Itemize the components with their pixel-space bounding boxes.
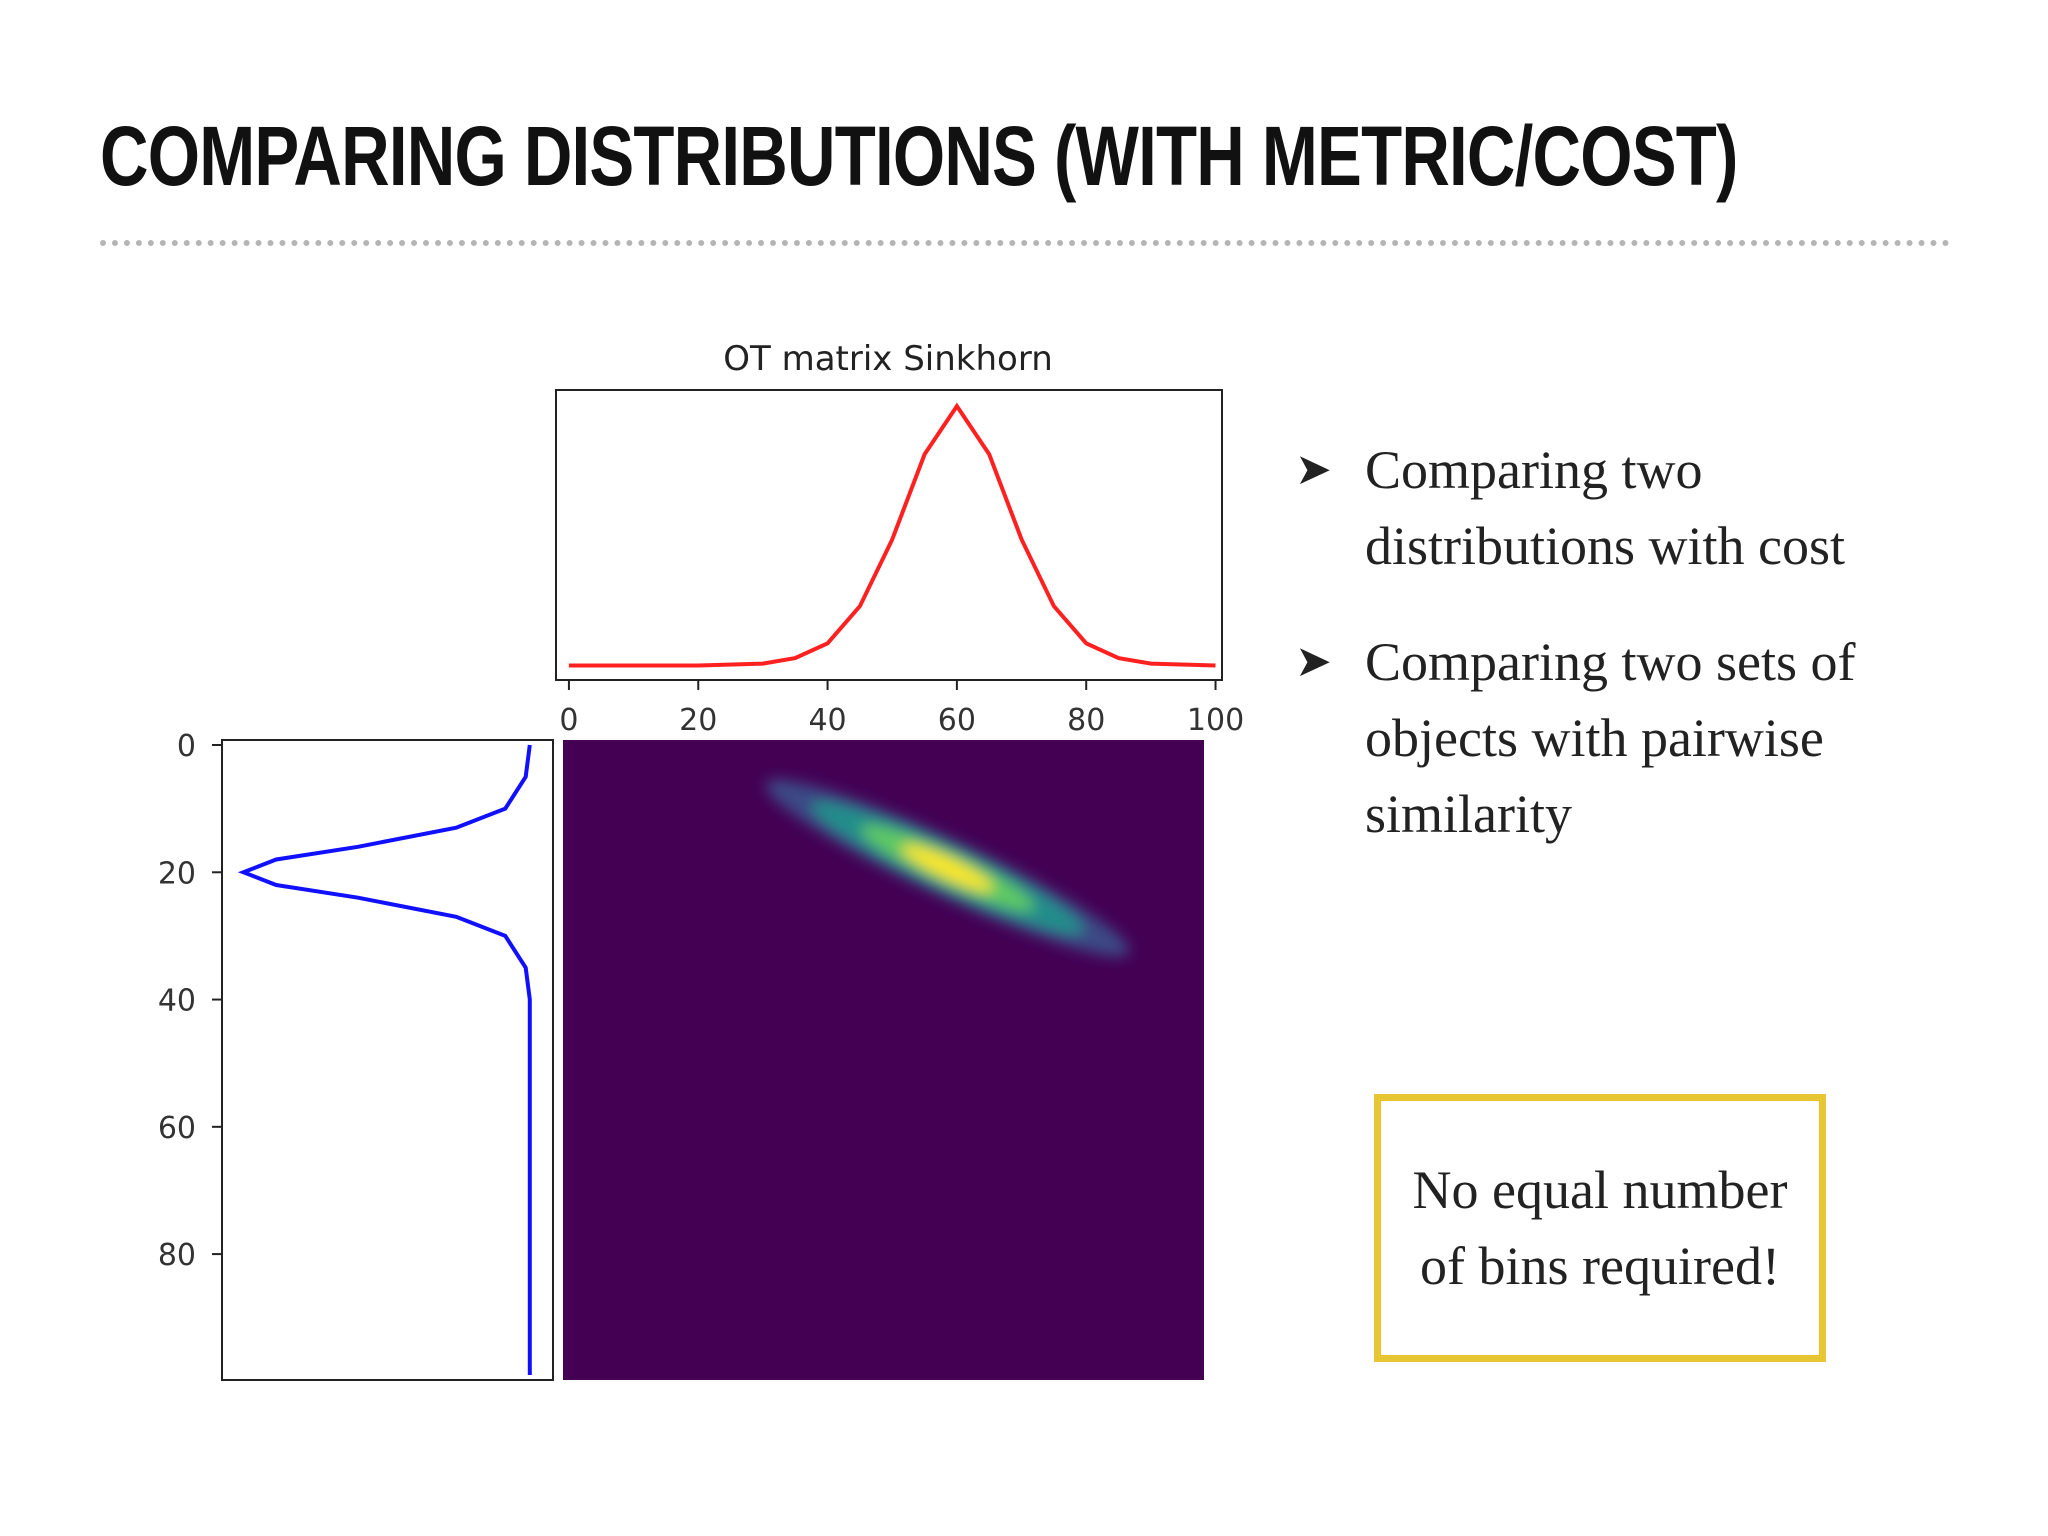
slide-title: COMPARING DISTRIBUTIONS (WITH METRIC/COS… — [100, 109, 1738, 203]
note-box: No equal number of bins required! — [1374, 1094, 1826, 1362]
heatmap-intensity-region — [902, 845, 994, 891]
bullet-item: ➤ Comparing two sets of objects with pai… — [1295, 624, 1935, 852]
y-tick-label: 0 — [177, 729, 196, 764]
x-tick-label: 20 — [679, 703, 717, 738]
y-tick-label: 40 — [158, 984, 196, 1019]
x-tick-label: 0 — [559, 703, 578, 738]
y-tick-label: 20 — [158, 856, 196, 891]
top-plot-frame — [555, 389, 1223, 681]
bullet-text: Comparing two distributions with cost — [1365, 440, 1846, 576]
arrow-bullet-icon: ➤ — [1295, 444, 1332, 495]
red-distribution-line — [568, 402, 1216, 668]
bullet-item: ➤ Comparing two distributions with cost — [1295, 432, 1935, 584]
title-divider — [100, 240, 1950, 246]
arrow-bullet-icon: ➤ — [1295, 636, 1332, 687]
x-tick-label: 80 — [1067, 703, 1105, 738]
y-tick-label: 60 — [158, 1111, 196, 1146]
x-tick-label: 40 — [808, 703, 846, 738]
x-tick-label: 100 — [1187, 703, 1244, 738]
left-plot-frame — [221, 739, 554, 1381]
y-tick-label: 80 — [158, 1238, 196, 1273]
bullet-text: Comparing two sets of objects with pairw… — [1365, 632, 1856, 844]
x-tick-label: 60 — [938, 703, 976, 738]
chart-title: OT matrix Sinkhorn — [723, 339, 1053, 379]
bullet-list: ➤ Comparing two distributions with cost … — [1295, 432, 1935, 892]
note-text: No equal number of bins required! — [1412, 1160, 1788, 1296]
blue-distribution-line — [237, 744, 532, 1375]
